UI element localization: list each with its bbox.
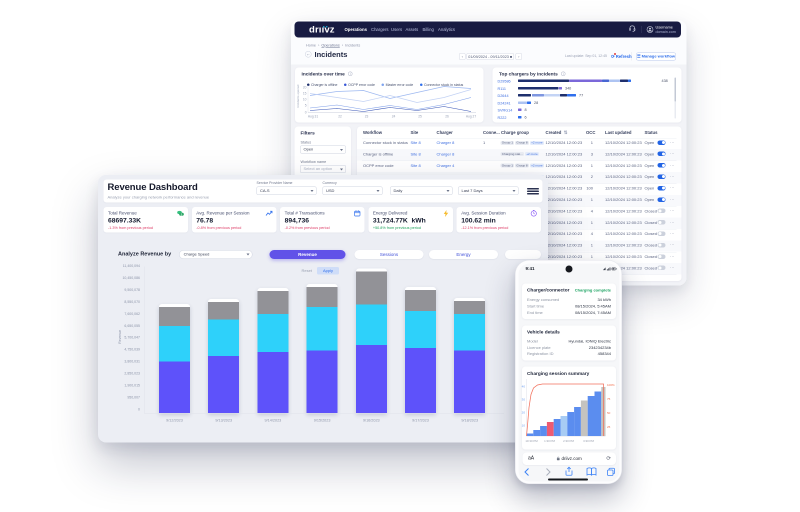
svg-text:20: 20 bbox=[522, 411, 526, 415]
svg-text:2:30 PM: 2:30 PM bbox=[563, 439, 574, 443]
svg-text:0: 0 bbox=[305, 111, 307, 115]
svg-text:24: 24 bbox=[392, 115, 396, 119]
svg-text:40: 40 bbox=[522, 385, 526, 389]
svg-text:22: 22 bbox=[338, 115, 342, 119]
svg-text:$: $ bbox=[181, 213, 183, 217]
svg-text:100%: 100% bbox=[607, 383, 615, 387]
svg-text:Aug 27: Aug 27 bbox=[466, 115, 476, 119]
svg-text:10: 10 bbox=[522, 424, 526, 428]
svg-text:15: 15 bbox=[303, 92, 307, 96]
svg-text:25: 25 bbox=[607, 425, 611, 429]
svg-text:Aug 31: Aug 31 bbox=[308, 115, 318, 119]
svg-text:75: 75 bbox=[607, 397, 611, 401]
svg-text:5: 5 bbox=[305, 104, 307, 108]
svg-text:50: 50 bbox=[607, 411, 611, 415]
svg-text:23: 23 bbox=[365, 115, 369, 119]
svg-text:3:30 PM: 3:30 PM bbox=[583, 439, 594, 443]
svg-text:25: 25 bbox=[418, 115, 422, 119]
svg-text:Incidents opened: Incidents opened bbox=[296, 85, 300, 108]
svg-text:1:30 PM: 1:30 PM bbox=[544, 439, 555, 443]
svg-text:20: 20 bbox=[303, 86, 307, 90]
svg-text:30: 30 bbox=[522, 398, 526, 402]
svg-text:10:30 PM: 10:30 PM bbox=[525, 439, 538, 443]
svg-text:26: 26 bbox=[445, 115, 449, 119]
svg-text:10: 10 bbox=[303, 98, 307, 102]
